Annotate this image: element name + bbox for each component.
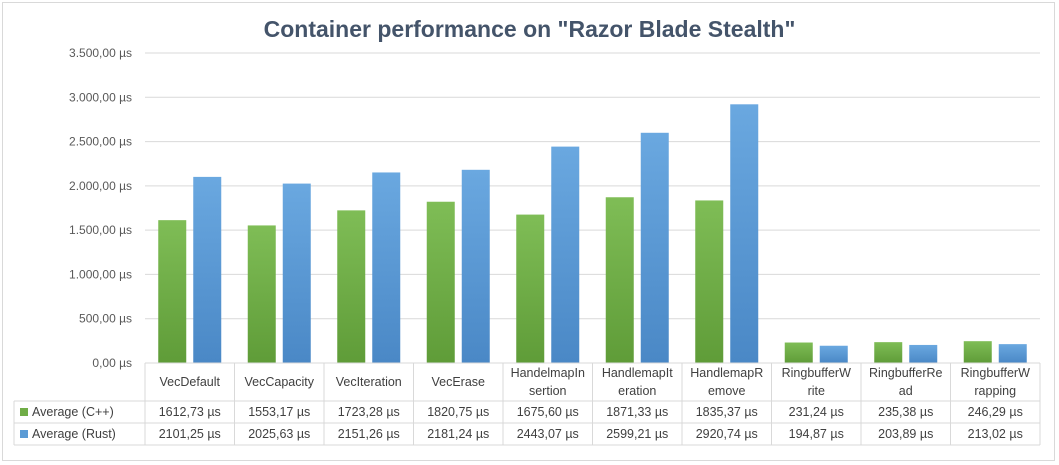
x-tick-label: rite xyxy=(808,384,825,398)
data-label: 213,02 µs xyxy=(968,427,1023,441)
bar-cpp xyxy=(426,201,455,363)
x-tick-label: RingbufferW xyxy=(961,366,1030,380)
bar-cpp xyxy=(605,197,634,363)
data-label: 194,87 µs xyxy=(789,427,844,441)
x-tick-label: rapping xyxy=(974,384,1016,398)
data-label: 2599,21 µs xyxy=(606,427,668,441)
legend-swatch-cpp xyxy=(20,408,28,416)
y-tick-label: 2.000,00 µs xyxy=(69,179,132,193)
x-tick-label: eration xyxy=(618,384,656,398)
data-label: 1723,28 µs xyxy=(338,405,400,419)
x-tick-label: emove xyxy=(708,384,746,398)
bar-cpp xyxy=(963,341,992,363)
x-tick-label: sertion xyxy=(529,384,567,398)
bar-cpp xyxy=(337,210,366,363)
chart-title: Container performance on "Razor Blade St… xyxy=(263,16,796,42)
data-label: 1553,17 µs xyxy=(248,405,310,419)
bar-rust xyxy=(730,104,759,364)
y-tick-label: 500,00 µs xyxy=(79,312,132,326)
y-tick-label: 1.000,00 µs xyxy=(69,267,132,281)
data-label: 2025,63 µs xyxy=(248,427,310,441)
data-label: 1612,73 µs xyxy=(159,405,221,419)
bar-rust xyxy=(193,176,222,363)
y-tick-label: 3.000,00 µs xyxy=(69,90,132,104)
bar-rust xyxy=(998,344,1027,363)
data-label: 231,24 µs xyxy=(789,405,844,419)
x-tick-label: RingbufferRe xyxy=(869,366,942,380)
x-tick-label: HandlemapR xyxy=(690,366,763,380)
data-label: 1820,75 µs xyxy=(427,405,489,419)
bar-cpp xyxy=(695,200,724,363)
data-label: 2151,26 µs xyxy=(338,427,400,441)
data-label: 2101,25 µs xyxy=(159,427,221,441)
bar-cpp xyxy=(784,342,813,363)
data-label: 203,89 µs xyxy=(878,427,933,441)
y-tick-label: 1.500,00 µs xyxy=(69,223,132,237)
data-label: 2920,74 µs xyxy=(696,427,758,441)
x-tick-label: ad xyxy=(899,384,913,398)
y-tick-label: 0,00 µs xyxy=(92,356,132,370)
bar-rust xyxy=(819,345,848,363)
bar-cpp xyxy=(516,214,545,363)
bar-rust xyxy=(551,146,580,363)
bar-rust xyxy=(372,172,401,363)
bar-rust xyxy=(909,344,938,363)
x-tick-label: HandelmapIn xyxy=(511,366,585,380)
bar-rust xyxy=(282,183,311,363)
bar-cpp xyxy=(874,342,903,363)
x-tick-label: VecErase xyxy=(431,375,485,389)
legend-label: Average (C++) xyxy=(32,405,114,419)
data-label: 235,38 µs xyxy=(878,405,933,419)
legend-label: Average (Rust) xyxy=(32,427,116,441)
bar-rust xyxy=(640,132,669,363)
legend-swatch-rust xyxy=(20,430,28,438)
data-label: 1675,60 µs xyxy=(517,405,579,419)
data-label: 1871,33 µs xyxy=(606,405,668,419)
y-tick-label: 2.500,00 µs xyxy=(69,135,132,149)
bar-cpp xyxy=(247,225,276,363)
x-tick-label: HandlemapIt xyxy=(602,366,673,380)
bar-rust xyxy=(461,169,490,363)
x-tick-label: VecCapacity xyxy=(245,375,315,389)
y-tick-label: 3.500,00 µs xyxy=(69,46,132,60)
data-label: 2443,07 µs xyxy=(517,427,579,441)
data-label: 1835,37 µs xyxy=(696,405,758,419)
bar-cpp xyxy=(158,220,187,363)
x-tick-label: RingbufferW xyxy=(782,366,851,380)
data-label: 2181,24 µs xyxy=(427,427,489,441)
x-tick-label: VecIteration xyxy=(336,375,402,389)
data-label: 246,29 µs xyxy=(968,405,1023,419)
x-tick-label: VecDefault xyxy=(160,375,221,389)
